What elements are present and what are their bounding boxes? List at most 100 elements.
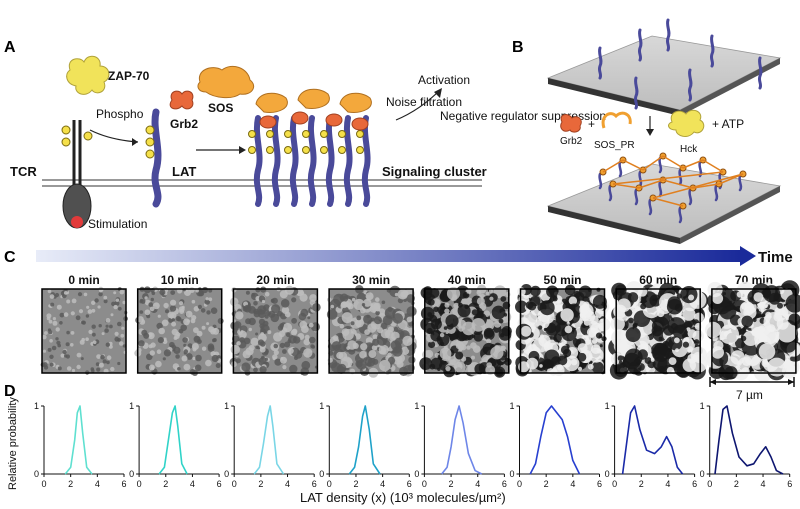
micrograph-texture [471, 309, 478, 316]
micrograph-texture [298, 312, 307, 321]
stimulation-label: Stimulation [88, 217, 147, 231]
micrograph-texture [71, 368, 76, 373]
y-tick-label: 0 [34, 469, 39, 479]
series-line-4 [348, 405, 381, 475]
histogram-3: 0 2 4 6 0 1 [224, 401, 317, 489]
micrograph-texture [110, 366, 115, 372]
micrograph-texture [618, 342, 630, 354]
micrograph-texture [137, 316, 144, 323]
micrograph-texture [579, 305, 588, 314]
micrograph-texture [271, 298, 275, 302]
micrograph-texture [143, 286, 151, 294]
micrograph-texture [66, 330, 70, 335]
x-tick-label: 4 [761, 479, 766, 489]
micrograph-texture [619, 360, 623, 364]
x-tick-label: 6 [502, 479, 507, 489]
micrograph-texture [489, 296, 494, 301]
panel-label-a: A [4, 39, 16, 56]
micrograph-texture [284, 311, 291, 318]
micrograph-texture [178, 328, 184, 334]
micrograph-texture [181, 305, 185, 309]
micrograph-texture [583, 319, 591, 326]
micrograph-texture [578, 285, 592, 299]
micrograph-texture [285, 332, 291, 338]
micrograph-texture [120, 333, 125, 338]
cluster-lat-5 [325, 115, 335, 207]
micrograph-texture [171, 328, 178, 336]
micrograph-texture [763, 285, 781, 303]
x-tick-label: 2 [449, 479, 454, 489]
micrograph-texture [403, 365, 413, 375]
stimulation-dot [71, 216, 83, 228]
micrograph-texture [682, 307, 696, 321]
x-tick-label: 2 [544, 479, 549, 489]
micrograph-texture [245, 290, 250, 295]
micrograph-texture [738, 357, 751, 371]
sos-shape [197, 65, 255, 99]
micrograph-texture [273, 349, 279, 356]
micrograph-texture [65, 342, 70, 347]
micrograph-texture [78, 309, 84, 314]
micrograph-texture [337, 363, 347, 373]
lat-label: LAT [172, 164, 196, 179]
x-tick-label: 0 [41, 479, 46, 489]
timepoint-title: 40 min [448, 273, 486, 287]
series-line-2 [158, 405, 188, 475]
micrograph-texture [628, 317, 634, 324]
micrograph-texture [144, 296, 148, 300]
timepoint-title: 10 min [161, 273, 199, 287]
micrograph-texture [240, 330, 244, 334]
b-sos-pr-label: SOS_PR [594, 140, 635, 151]
micrograph-texture [117, 321, 122, 327]
micrograph-texture [175, 354, 180, 359]
network-link [602, 159, 624, 173]
network-link [652, 173, 744, 199]
micrograph-texture [625, 327, 641, 343]
micrograph-texture [370, 303, 374, 308]
micrograph-texture [92, 340, 97, 345]
micrograph-texture [205, 359, 212, 367]
micrograph-texture [230, 321, 240, 331]
micrograph-texture [406, 306, 417, 317]
micrograph-texture [185, 310, 193, 318]
micrograph-texture [455, 351, 464, 360]
micrograph-texture [245, 347, 254, 356]
micrograph-texture [77, 292, 83, 297]
micrograph-texture [163, 349, 171, 357]
micrograph-texture [279, 342, 286, 349]
micrograph-texture [439, 347, 452, 360]
micrograph-texture [752, 317, 757, 323]
micrograph-texture [156, 322, 163, 330]
b-sos-pr-shape [601, 111, 632, 129]
micrograph-texture [627, 292, 639, 303]
phospho-label: Phospho [96, 107, 144, 121]
x-tick-label: 2 [68, 479, 73, 489]
platform-top-lat-molecules [597, 18, 763, 110]
y-tick-label: 1 [414, 401, 419, 411]
micrograph-texture [250, 337, 259, 346]
micrograph-texture [117, 361, 121, 366]
micrograph-texture [149, 306, 155, 312]
micrograph-texture [375, 297, 380, 302]
micrograph-texture [281, 327, 288, 333]
micrograph-texture [372, 334, 378, 340]
micrograph-texture [183, 363, 191, 371]
micrograph-frame [328, 288, 414, 374]
micrograph-frame [232, 288, 319, 374]
micrograph-texture [138, 340, 145, 347]
d-ylabel: Relative probability [7, 397, 19, 490]
micrograph-4 [326, 285, 417, 378]
micrograph-texture [560, 308, 574, 322]
tcr-phospho-3 [83, 131, 93, 141]
micrograph-texture [340, 301, 348, 309]
x-tick-label: 6 [787, 479, 792, 489]
micrograph-texture [98, 324, 102, 328]
cluster-phospho [320, 146, 328, 154]
top-lat-6 [633, 76, 639, 110]
micrograph-texture [309, 336, 316, 344]
lat-phospho-3 [145, 149, 155, 159]
micrograph-texture [363, 314, 372, 324]
micrograph-texture [367, 323, 377, 333]
micrograph-texture [788, 313, 800, 326]
micrograph-texture [696, 300, 701, 305]
